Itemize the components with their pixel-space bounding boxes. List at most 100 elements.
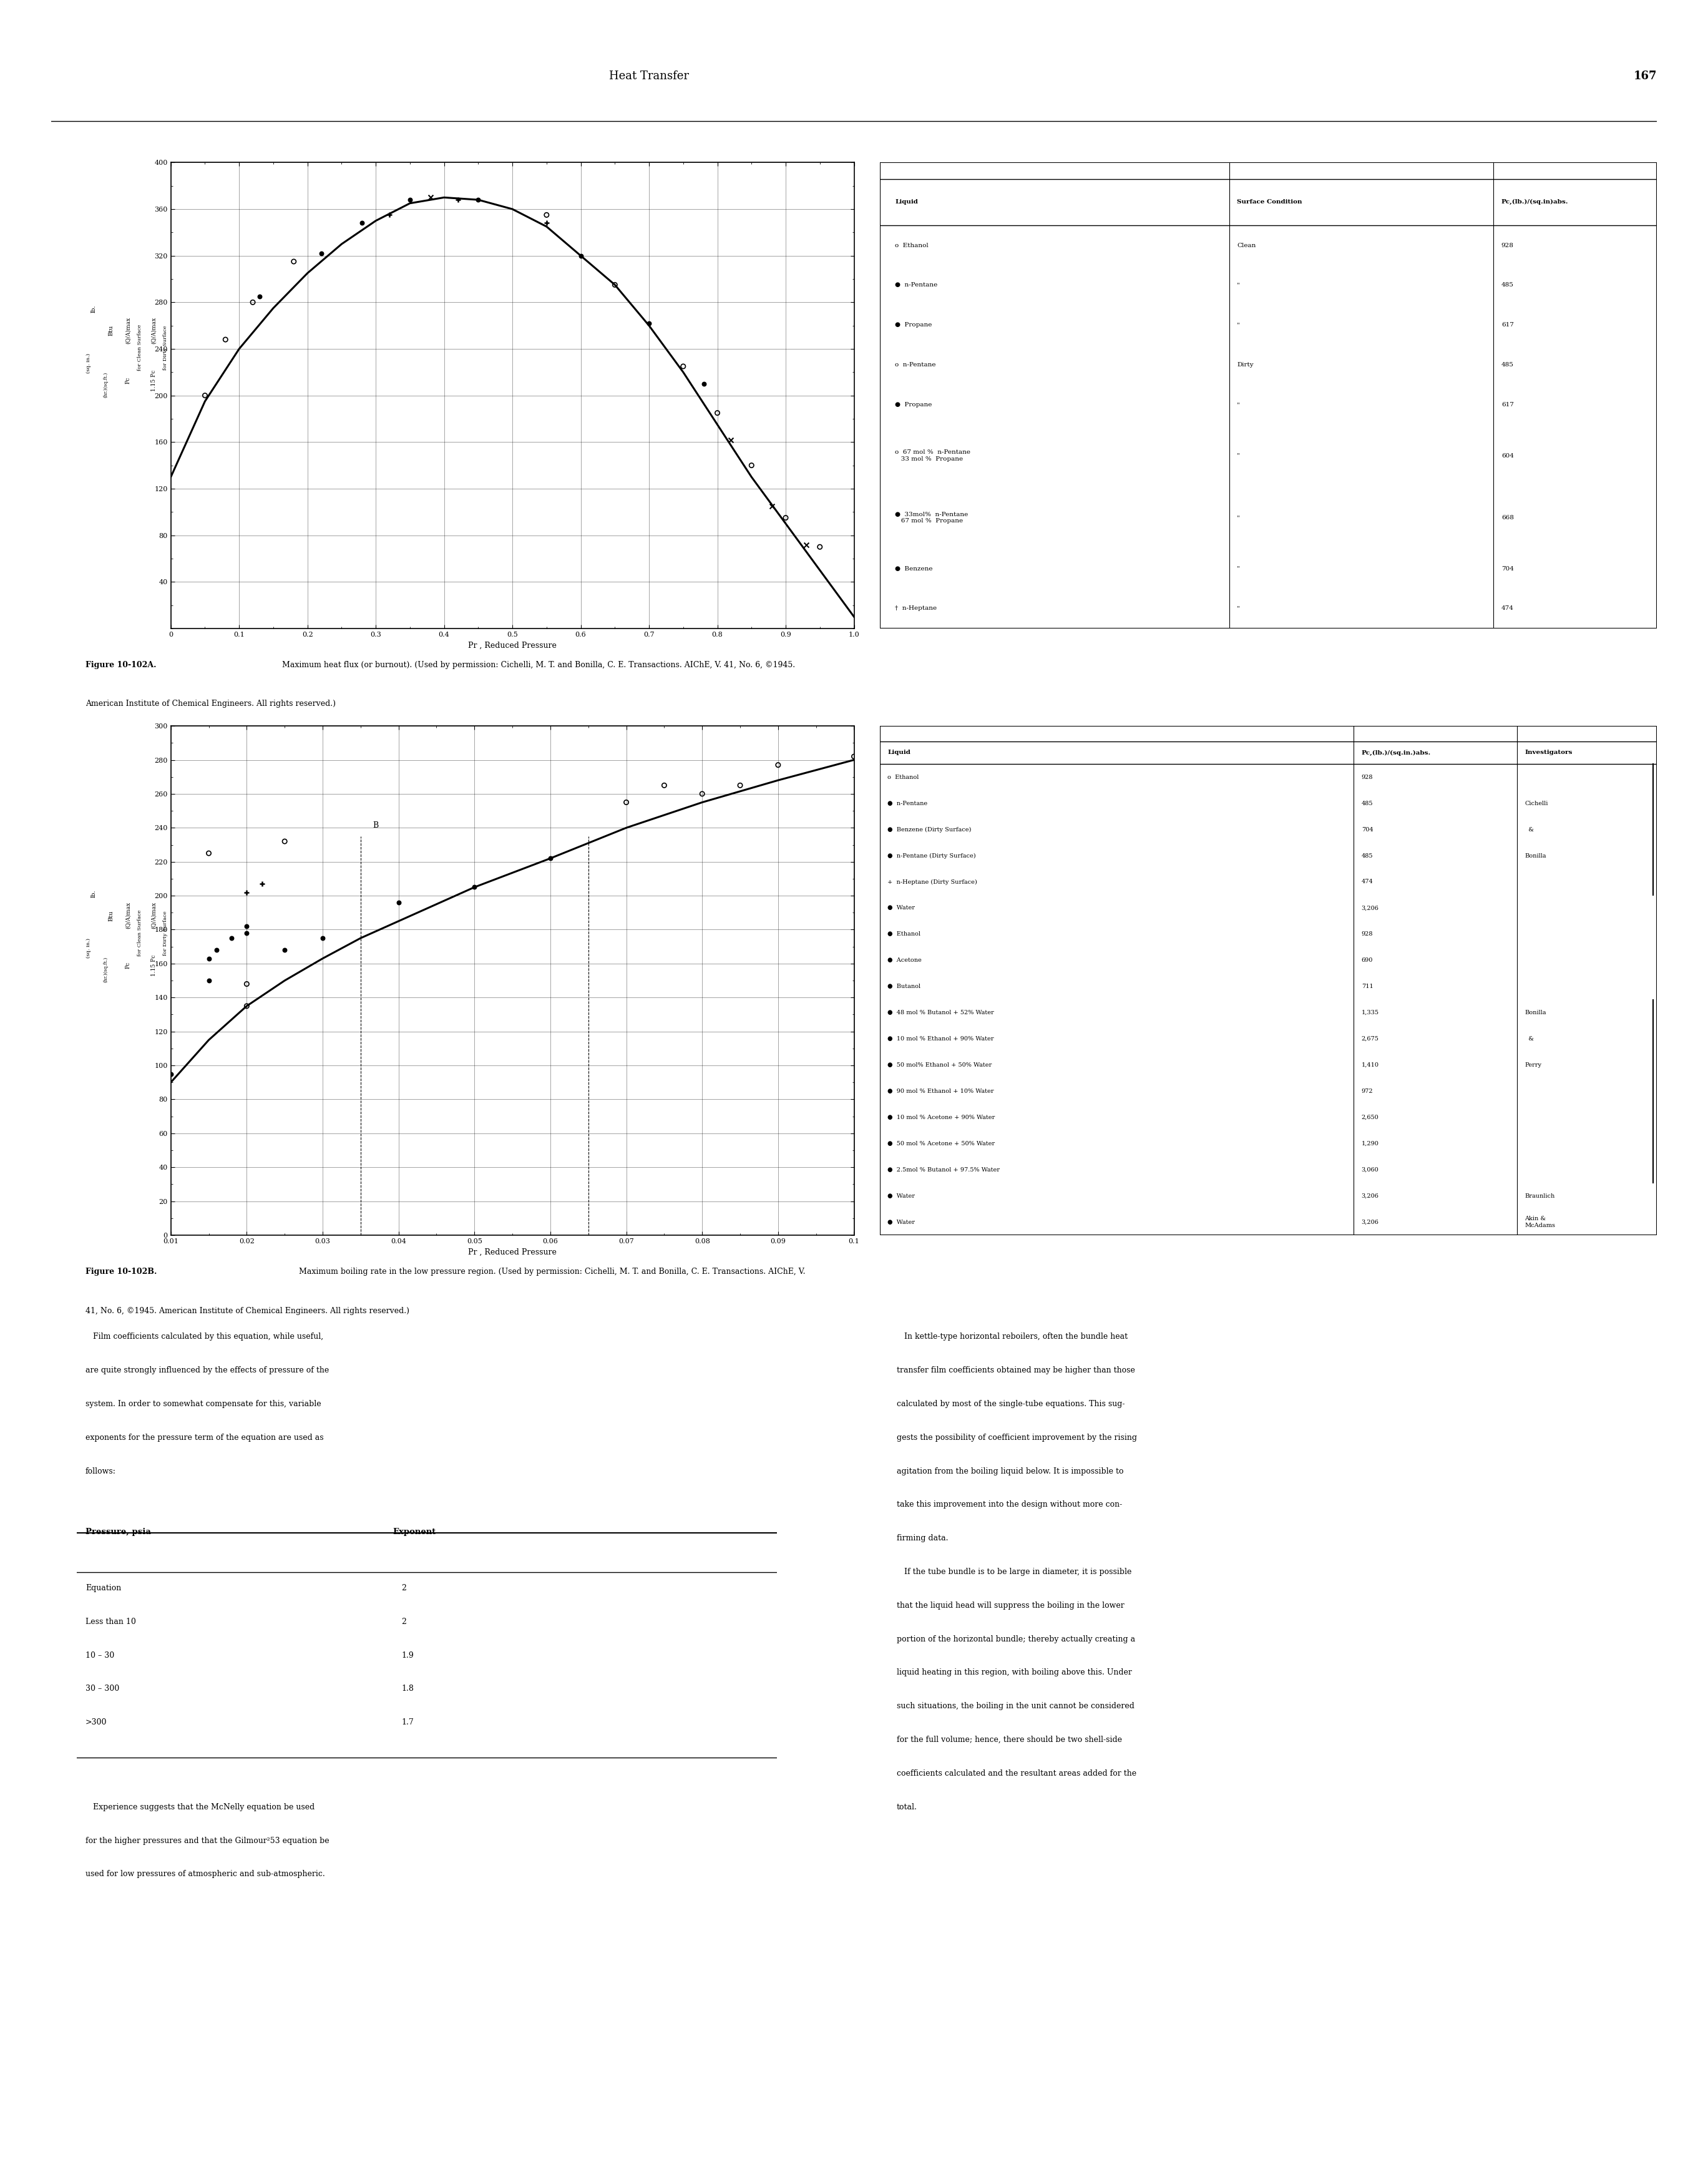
Text: Cichelli: Cichelli	[1525, 800, 1547, 806]
Text: Pressure, psia: Pressure, psia	[85, 1528, 150, 1536]
Point	[203, 932, 231, 966]
Point	[417, 180, 444, 215]
Text: Liquid: Liquid	[888, 750, 910, 756]
Text: 604: 604	[1501, 453, 1513, 459]
Text: Perry: Perry	[1525, 1062, 1542, 1068]
Text: ●  Acetone: ● Acetone	[888, 958, 922, 962]
Point	[239, 286, 266, 321]
Text: follows:: follows:	[85, 1467, 116, 1476]
Point	[212, 323, 239, 358]
Point	[670, 349, 697, 384]
Text: for the full volume; hence, there should be two shell-side: for the full volume; hence, there should…	[897, 1736, 1122, 1744]
Text: 3,206: 3,206	[1361, 1220, 1378, 1224]
Text: for Dirty Surface: for Dirty Surface	[164, 910, 167, 956]
Point	[246, 280, 273, 314]
Text: †  n-Heptane: † n-Heptane	[895, 607, 938, 611]
Text: Surface Condition: Surface Condition	[1237, 199, 1301, 206]
Text: such situations, the boiling in the unit cannot be considered: such situations, the boiling in the unit…	[897, 1703, 1134, 1710]
Point	[232, 917, 260, 951]
Text: ●  Propane: ● Propane	[895, 401, 933, 407]
Point	[717, 423, 745, 457]
Point	[232, 966, 260, 1001]
Text: are quite strongly influenced by the effects of pressure of the: are quite strongly influenced by the eff…	[85, 1367, 330, 1374]
Text: for Clean Surface: for Clean Surface	[138, 325, 142, 371]
Text: &: &	[1525, 1036, 1534, 1042]
Text: (Q/A)max: (Q/A)max	[150, 901, 157, 930]
Text: Pc,(lb.)/(sq.in)abs.: Pc,(lb.)/(sq.in)abs.	[1501, 199, 1568, 206]
Text: o  67 mol %  n-Pentane
   33 mol %  Propane: o 67 mol % n-Pentane 33 mol % Propane	[895, 451, 970, 462]
Text: system. In order to somewhat compensate for this, variable: system. In order to somewhat compensate …	[85, 1400, 321, 1409]
Point	[195, 836, 222, 871]
Text: 2,675: 2,675	[1361, 1036, 1378, 1042]
Text: ●  n-Pentane: ● n-Pentane	[895, 282, 938, 288]
Text: ●  Water: ● Water	[888, 1220, 915, 1224]
Text: ●  Benzene (Dirty Surface): ● Benzene (Dirty Surface)	[888, 828, 972, 832]
Text: total.: total.	[897, 1803, 917, 1812]
Text: 928: 928	[1501, 243, 1513, 249]
Text: ": "	[1237, 607, 1240, 611]
Point	[533, 197, 560, 232]
Point	[307, 236, 335, 271]
Text: 1.15 Pc: 1.15 Pc	[150, 956, 157, 975]
Text: ●  50 mol % Acetone + 50% Water: ● 50 mol % Acetone + 50% Water	[888, 1140, 994, 1146]
Text: exponents for the pressure term of the equation are used as: exponents for the pressure term of the e…	[85, 1435, 323, 1441]
Text: 2: 2	[401, 1584, 407, 1593]
Point	[840, 739, 868, 774]
Text: (Q/A)max: (Q/A)max	[125, 316, 132, 345]
Text: that the liquid head will suppress the boiling in the lower: that the liquid head will suppress the b…	[897, 1601, 1124, 1610]
Point	[793, 527, 820, 561]
Text: 1.9: 1.9	[401, 1651, 413, 1660]
Text: lb.: lb.	[91, 891, 97, 897]
Point	[772, 501, 799, 535]
Text: (hr.)(sq.ft.): (hr.)(sq.ft.)	[104, 958, 108, 982]
Text: lb.: lb.	[91, 306, 97, 312]
Text: 1,410: 1,410	[1361, 1062, 1378, 1068]
Text: 2,650: 2,650	[1361, 1114, 1378, 1120]
Text: Dirty: Dirty	[1237, 362, 1254, 368]
Text: o  Ethanol: o Ethanol	[895, 243, 929, 249]
Text: liquid heating in this region, with boiling above this. Under: liquid heating in this region, with boil…	[897, 1669, 1132, 1677]
Text: 617: 617	[1501, 323, 1513, 327]
Text: (hr.)(sq.ft.): (hr.)(sq.ft.)	[104, 373, 108, 397]
Text: o  n-Pentane: o n-Pentane	[895, 362, 936, 368]
Text: (Q/A)max: (Q/A)max	[150, 316, 157, 345]
Point	[726, 767, 753, 802]
Text: Investigators: Investigators	[1525, 750, 1573, 756]
Text: ●  33mol%  n-Pentane
   67 mol %  Propane: ● 33mol% n-Pentane 67 mol % Propane	[895, 511, 968, 524]
Text: &: &	[1525, 828, 1534, 832]
Text: for Dirty Surface: for Dirty Surface	[164, 325, 167, 371]
Text: Pc: Pc	[125, 377, 132, 384]
Text: 704: 704	[1361, 828, 1373, 832]
Text: 972: 972	[1361, 1088, 1373, 1094]
Point	[688, 776, 716, 810]
Point	[376, 197, 403, 232]
Text: 3,206: 3,206	[1361, 1194, 1378, 1198]
Text: (sq. in.): (sq. in.)	[87, 938, 91, 958]
Text: 485: 485	[1361, 800, 1373, 806]
Text: agitation from the boiling liquid below. It is impossible to: agitation from the boiling liquid below.…	[897, 1467, 1124, 1476]
Point	[704, 397, 731, 431]
Text: ●  10 mol % Ethanol + 90% Water: ● 10 mol % Ethanol + 90% Water	[888, 1036, 994, 1042]
Text: Bonilla: Bonilla	[1525, 1010, 1546, 1016]
Point	[533, 206, 560, 241]
Text: Braunlich: Braunlich	[1525, 1194, 1554, 1198]
Text: Heat Transfer: Heat Transfer	[610, 69, 688, 82]
Text: o  Ethanol: o Ethanol	[888, 774, 919, 780]
Text: 617: 617	[1501, 401, 1513, 407]
Point	[384, 884, 412, 919]
Text: 485: 485	[1501, 282, 1513, 288]
Point	[280, 245, 307, 280]
Text: +  n-Heptane (Dirty Surface): + n-Heptane (Dirty Surface)	[888, 880, 977, 884]
Text: Bonilla: Bonilla	[1525, 854, 1546, 858]
Point	[191, 379, 219, 414]
Text: (Q/A)max: (Q/A)max	[125, 901, 132, 930]
Point	[758, 490, 786, 524]
Text: ●  2.5mol % Butanol + 97.5% Water: ● 2.5mol % Butanol + 97.5% Water	[888, 1168, 999, 1172]
Text: 30 – 300: 30 – 300	[85, 1686, 120, 1692]
Text: ●  Ethanol: ● Ethanol	[888, 932, 921, 936]
Text: ●  Water: ● Water	[888, 1194, 915, 1198]
Text: Figure 10-102A.: Figure 10-102A.	[85, 661, 155, 670]
Text: ●  10 mol % Acetone + 90% Water: ● 10 mol % Acetone + 90% Water	[888, 1114, 994, 1120]
Point	[309, 921, 336, 956]
Point	[248, 867, 275, 901]
